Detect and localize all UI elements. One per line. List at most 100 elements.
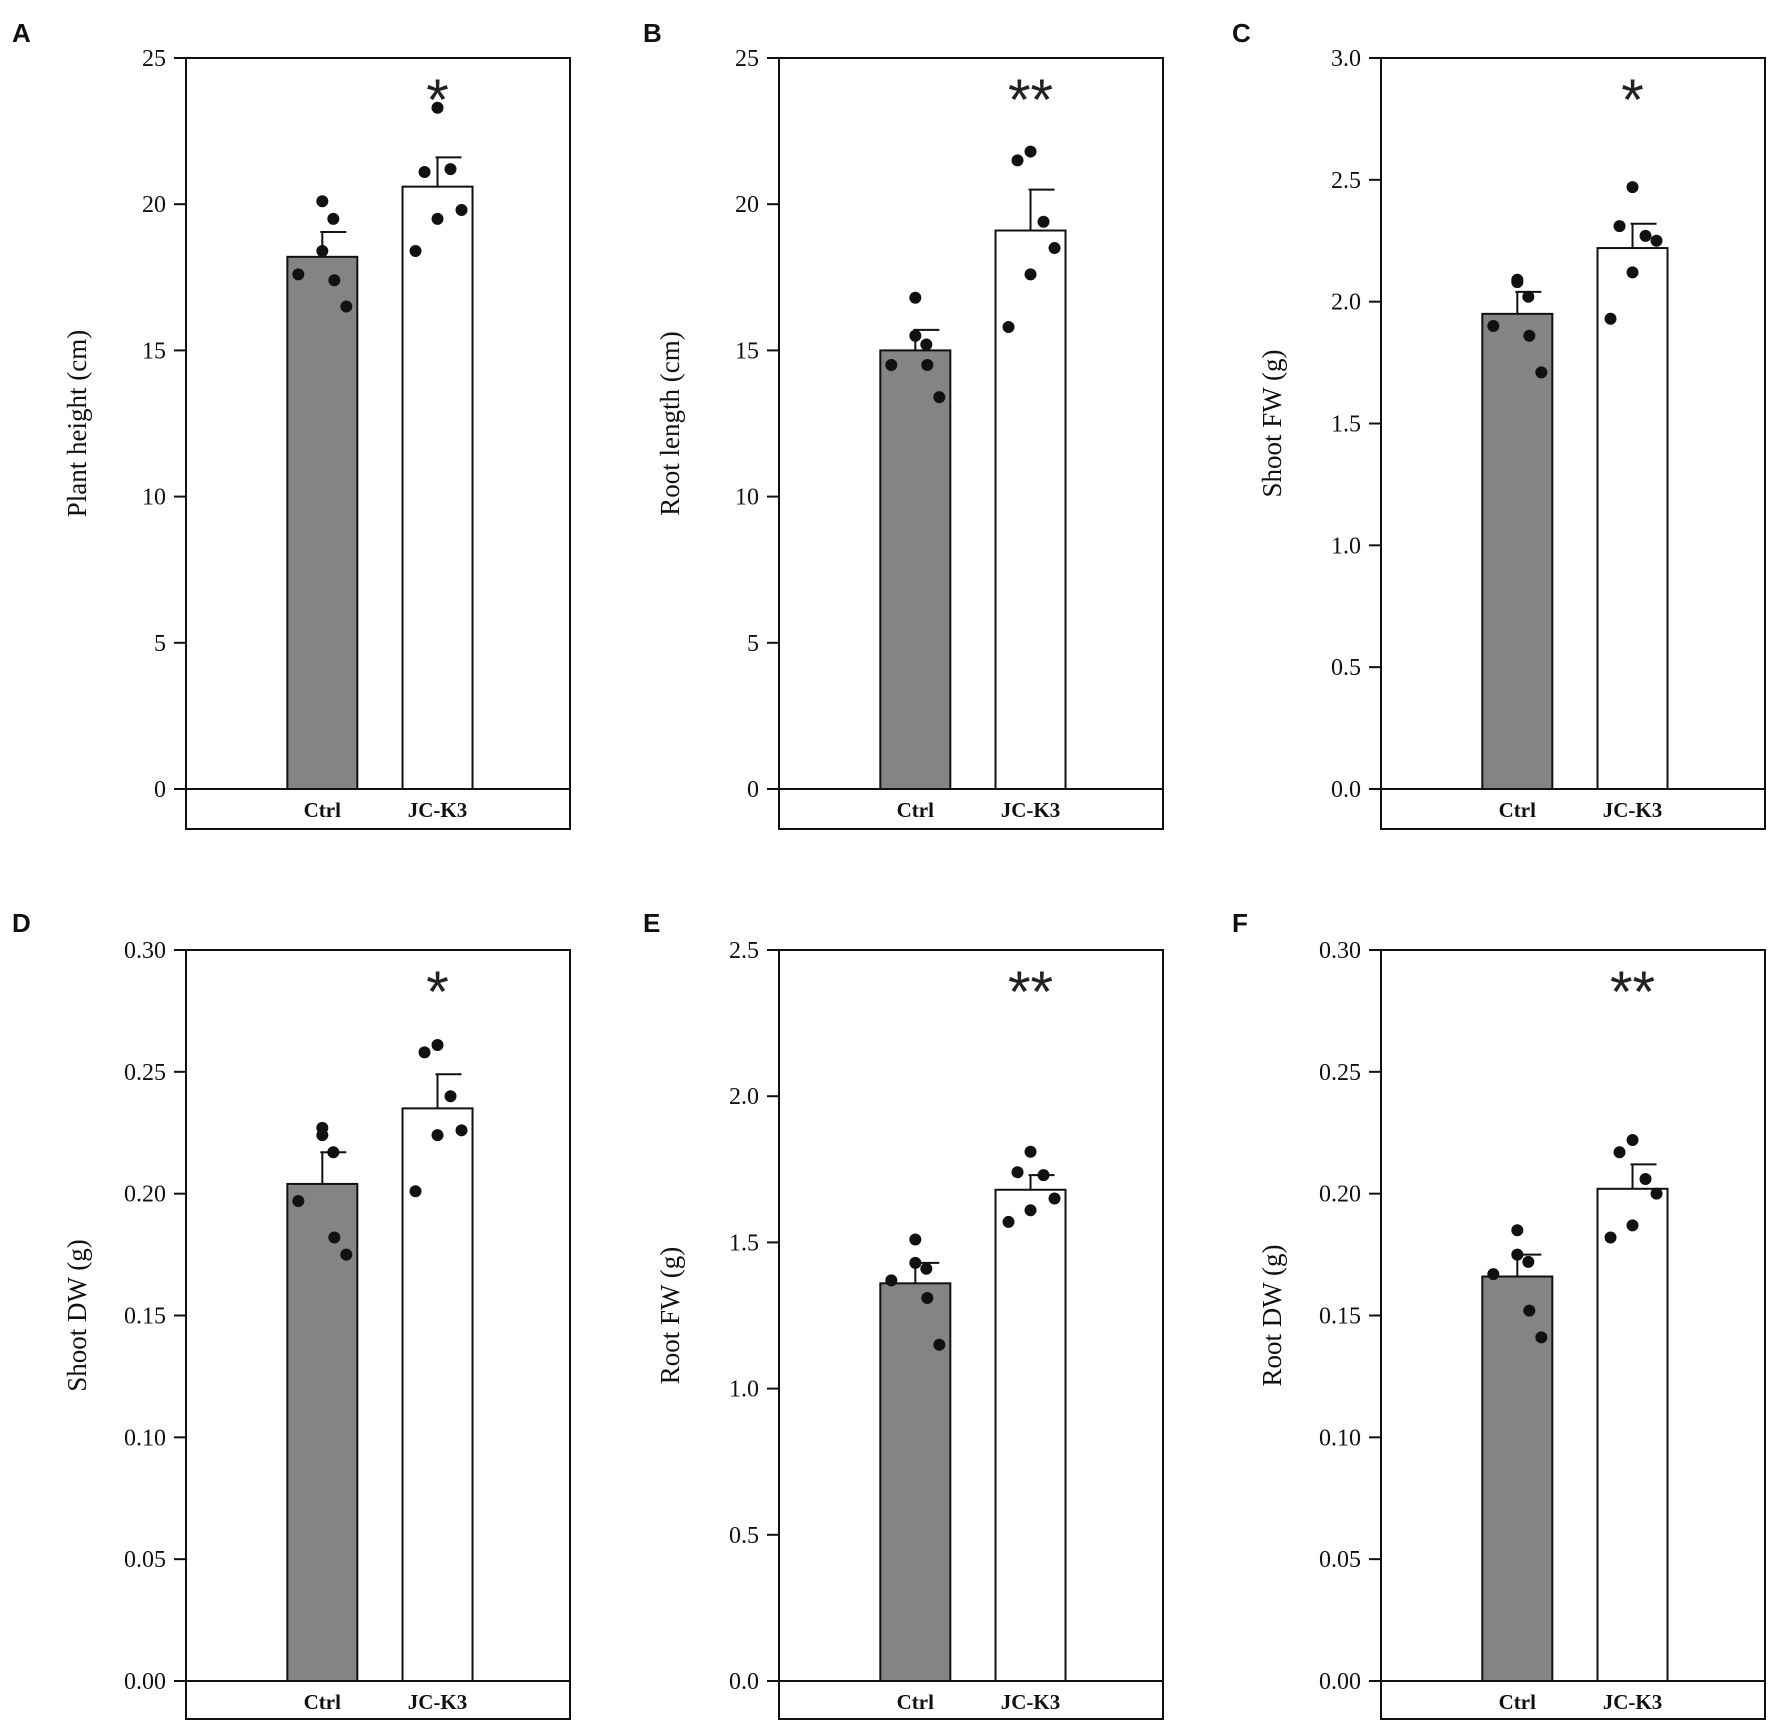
panel-d: D 0.00 0.05 0.10 0.15 0.20 0.25 0.30 Shoot DW (g… [12, 908, 571, 1720]
data-point [1613, 220, 1626, 233]
data-point [418, 166, 431, 179]
data-point [1626, 181, 1639, 194]
plot-frame [1380, 949, 1766, 1682]
plot-frame [778, 949, 1164, 1682]
category-label: Ctrl [304, 798, 341, 822]
data-point [418, 1046, 431, 1059]
y-tick-label: 1.5 [1331, 412, 1361, 438]
y-tick-label: 1.0 [1331, 533, 1361, 559]
bar-jc-k3 [1596, 1187, 1669, 1682]
data-point [1037, 1169, 1050, 1182]
data-point [340, 1248, 353, 1261]
y-axis-label: Shoot DW (g) [62, 1239, 92, 1392]
y-tick-label: 0.05 [1319, 1547, 1361, 1573]
y-tick-label: 20 [735, 192, 759, 218]
data-point [455, 204, 468, 217]
data-point [1626, 1219, 1639, 1232]
y-axis-label: Root DW (g) [1257, 1245, 1287, 1387]
y-tick-label: 1.5 [729, 1230, 759, 1256]
data-point [1048, 242, 1061, 255]
data-point [431, 101, 444, 114]
y-tick-label: 0.5 [1331, 655, 1361, 681]
data-point [1024, 268, 1037, 281]
bar-ctrl [1481, 1275, 1554, 1682]
data-point [1535, 366, 1548, 379]
y-tick-label: 0.05 [124, 1547, 166, 1573]
data-point [1626, 266, 1639, 279]
y-tick-label: 2.5 [729, 938, 759, 964]
data-point [1650, 1187, 1663, 1200]
data-point [1024, 1145, 1037, 1158]
data-point [1002, 321, 1015, 334]
data-point [1511, 273, 1524, 286]
data-point [1639, 1173, 1652, 1186]
panel-b: B 0 5 10 15 20 25 Root length (cm) Ctrl JC-K3 ** [643, 18, 1164, 830]
data-point [1535, 1331, 1548, 1344]
data-point [1024, 1204, 1037, 1217]
panel-letter: E [643, 908, 660, 938]
category-label: JC-K3 [1603, 798, 1663, 822]
data-point [1011, 1166, 1024, 1179]
y-tick-label: 1.0 [729, 1377, 759, 1403]
category-strip [1380, 1680, 1766, 1720]
plot-frame [185, 57, 571, 790]
data-point [409, 1185, 422, 1198]
y-axis-label: Plant height (cm) [62, 330, 92, 517]
category-label: Ctrl [304, 1690, 341, 1714]
data-point [1604, 1231, 1617, 1244]
data-point [444, 1090, 457, 1103]
data-point [328, 1231, 341, 1244]
panel-a: A 0 5 10 15 20 25 Plant height (cm) Ctrl JC-K3 * [12, 18, 571, 830]
significance-marker: ** [1008, 960, 1053, 1025]
data-point [1487, 320, 1500, 333]
panel-letter: A [12, 18, 31, 48]
category-strip [778, 1680, 1164, 1720]
data-point [292, 268, 305, 281]
y-tick-label: 25 [142, 46, 166, 72]
panel-letter: C [1232, 18, 1251, 48]
bar-jc-k3 [994, 229, 1067, 791]
y-tick-label: 0.0 [729, 1669, 759, 1695]
data-point [1650, 234, 1663, 247]
panel-letter: B [643, 18, 662, 48]
category-label: Ctrl [1499, 1690, 1536, 1714]
y-tick-label: 0.25 [124, 1060, 166, 1086]
data-point [1523, 1304, 1536, 1317]
category-label: Ctrl [897, 1690, 934, 1714]
y-tick-label: 15 [735, 338, 759, 364]
data-point [316, 244, 329, 257]
category-label: JC-K3 [1001, 1690, 1061, 1714]
y-axis-label: Root length (cm) [655, 331, 685, 515]
panel-letter: F [1232, 908, 1248, 938]
y-tick-label: 3.0 [1331, 46, 1361, 72]
y-tick-label: 2.5 [1331, 168, 1361, 194]
category-label: JC-K3 [1001, 798, 1061, 822]
y-tick-label: 20 [142, 192, 166, 218]
y-tick-label: 0.00 [1319, 1669, 1361, 1695]
data-point [455, 1124, 468, 1137]
data-point [1522, 1255, 1535, 1268]
category-label: JC-K3 [408, 1690, 468, 1714]
data-point [431, 212, 444, 225]
bar-ctrl [286, 255, 359, 791]
y-tick-label: 2.0 [729, 1084, 759, 1110]
data-point [920, 1262, 933, 1275]
significance-marker: * [426, 68, 449, 133]
data-point [409, 244, 422, 257]
y-tick-label: 10 [142, 485, 166, 511]
data-point [1048, 1192, 1061, 1205]
y-tick-label: 2.0 [1331, 290, 1361, 316]
data-point [1613, 1146, 1626, 1159]
y-axis-label: Shoot FW (g) [1257, 349, 1287, 497]
y-tick-label: 0.0 [1331, 777, 1361, 803]
bar-ctrl [286, 1182, 359, 1683]
y-tick-label: 0.10 [124, 1425, 166, 1451]
y-tick-label: 0.30 [1319, 938, 1361, 964]
significance-marker: ** [1008, 68, 1053, 133]
data-point [1024, 145, 1037, 158]
y-tick-label: 0.15 [1319, 1304, 1361, 1330]
plot-frame [1380, 57, 1766, 790]
category-label: Ctrl [1499, 798, 1536, 822]
y-tick-label: 5 [747, 631, 759, 657]
data-point [1511, 1248, 1524, 1261]
